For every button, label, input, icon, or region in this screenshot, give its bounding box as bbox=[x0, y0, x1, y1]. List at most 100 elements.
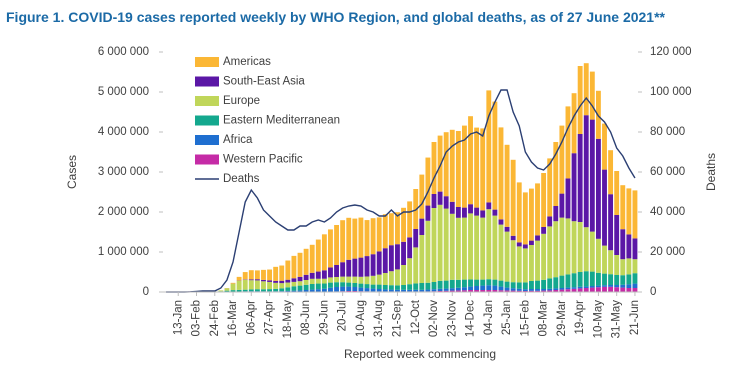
bar-segment bbox=[395, 289, 400, 292]
bar-segment bbox=[242, 272, 248, 280]
y2-tick-label: 100 000 bbox=[650, 86, 692, 98]
chart-title: Figure 1. COVID-19 cases reported weekly… bbox=[6, 9, 666, 25]
bar-segment bbox=[449, 129, 455, 202]
bar-segment bbox=[328, 282, 333, 288]
bar-segment bbox=[291, 281, 297, 287]
bar-segment bbox=[407, 201, 413, 238]
bar-segment bbox=[352, 218, 358, 259]
bar-segment bbox=[455, 217, 461, 280]
bar-segment bbox=[492, 215, 498, 280]
bar-segment bbox=[541, 289, 547, 291]
bar-segment bbox=[614, 255, 620, 275]
bar-segment bbox=[571, 221, 577, 274]
bar-segment bbox=[480, 210, 486, 218]
bar-segment bbox=[583, 227, 589, 272]
bar-segment bbox=[510, 240, 516, 283]
bar-segment bbox=[595, 138, 601, 239]
bar-segment bbox=[248, 270, 254, 280]
bar-segment bbox=[608, 250, 614, 275]
bar-segment bbox=[340, 220, 346, 263]
x-tick-label: 31-May bbox=[611, 300, 623, 339]
x-tick-label: 24-Feb bbox=[209, 300, 221, 336]
y-tick-label: 1 000 000 bbox=[98, 246, 149, 258]
bar-segment bbox=[334, 265, 339, 277]
bar-segment bbox=[443, 132, 449, 197]
bar-segment bbox=[492, 101, 498, 210]
bar-segment bbox=[334, 282, 339, 287]
x-tick-label: 08-Jun bbox=[300, 300, 312, 335]
bar-segment bbox=[602, 273, 607, 286]
x-tick-label: 18-May bbox=[282, 300, 294, 339]
bar-segment bbox=[236, 280, 242, 290]
bar-segment bbox=[370, 254, 376, 276]
bar-segment bbox=[522, 289, 528, 291]
bar-segment bbox=[571, 273, 577, 288]
bar-segment bbox=[553, 206, 559, 222]
bar-segment bbox=[401, 207, 406, 242]
bar-segment bbox=[522, 248, 528, 283]
bar-segment bbox=[462, 125, 467, 208]
y-tick-label: 5 000 000 bbox=[98, 86, 149, 98]
bar-segment bbox=[449, 201, 455, 214]
bar-segment bbox=[261, 269, 266, 280]
bar-segment bbox=[376, 217, 382, 252]
bar-segment bbox=[303, 290, 309, 292]
bar-segment bbox=[589, 286, 595, 288]
bar-segment bbox=[443, 196, 449, 209]
bar-segment bbox=[309, 278, 315, 284]
bar-segment bbox=[236, 276, 242, 281]
bar-segment bbox=[352, 276, 358, 283]
bar-segment bbox=[571, 93, 577, 154]
bar-segment bbox=[608, 194, 614, 251]
bar-segment bbox=[626, 234, 632, 259]
bar-segment bbox=[254, 279, 260, 281]
x-tick-label: 20-Jul bbox=[337, 300, 349, 331]
bar-segment bbox=[395, 244, 400, 270]
bar-segment bbox=[492, 209, 498, 216]
bar-segment bbox=[248, 280, 254, 290]
y-axis-title: Cases bbox=[65, 155, 79, 189]
x-tick-label: 31-Aug bbox=[373, 300, 385, 337]
bar-segment bbox=[382, 289, 388, 292]
bar-segment bbox=[583, 271, 589, 287]
bar-segment bbox=[492, 279, 498, 286]
bar-segment bbox=[364, 276, 370, 285]
bar-segment bbox=[589, 231, 595, 272]
bar-segment bbox=[571, 288, 577, 292]
bar-segment bbox=[443, 280, 449, 289]
bar-segment bbox=[547, 226, 553, 279]
bar-segment bbox=[315, 271, 321, 279]
legend-swatch bbox=[195, 154, 219, 165]
bar-segment bbox=[480, 285, 486, 290]
legend-label: Eastern Mediterranean bbox=[223, 115, 340, 127]
bar-segment bbox=[358, 283, 364, 288]
bar-segment bbox=[364, 288, 370, 292]
bar-segment bbox=[261, 289, 266, 292]
bar-segment bbox=[297, 281, 303, 286]
y-tick-label: 4 000 000 bbox=[98, 126, 149, 138]
bar-segment bbox=[449, 288, 455, 291]
x-tick-label: 19-Apr bbox=[574, 300, 586, 335]
bar-segment bbox=[419, 174, 425, 219]
bar-segment bbox=[303, 274, 309, 280]
bar-segment bbox=[267, 281, 273, 290]
bar-segment bbox=[498, 219, 504, 225]
bar-segment bbox=[589, 271, 595, 286]
bar-segment bbox=[620, 259, 626, 276]
bar-segment bbox=[388, 285, 394, 290]
bar-segment bbox=[321, 278, 327, 284]
y2-axis-title: Deaths bbox=[704, 153, 718, 191]
bar-segment bbox=[388, 213, 394, 246]
bar-segment bbox=[376, 284, 382, 289]
bar-segment bbox=[541, 227, 547, 234]
bar-segment bbox=[559, 275, 565, 288]
bar-segment bbox=[626, 274, 632, 285]
bar-segment bbox=[620, 229, 626, 260]
bar-segment bbox=[224, 288, 230, 291]
bar-segment bbox=[565, 287, 571, 290]
bar-segment bbox=[395, 269, 400, 286]
bar-segment bbox=[614, 215, 620, 255]
bar-segment bbox=[626, 284, 632, 288]
bar-segment bbox=[486, 279, 492, 286]
